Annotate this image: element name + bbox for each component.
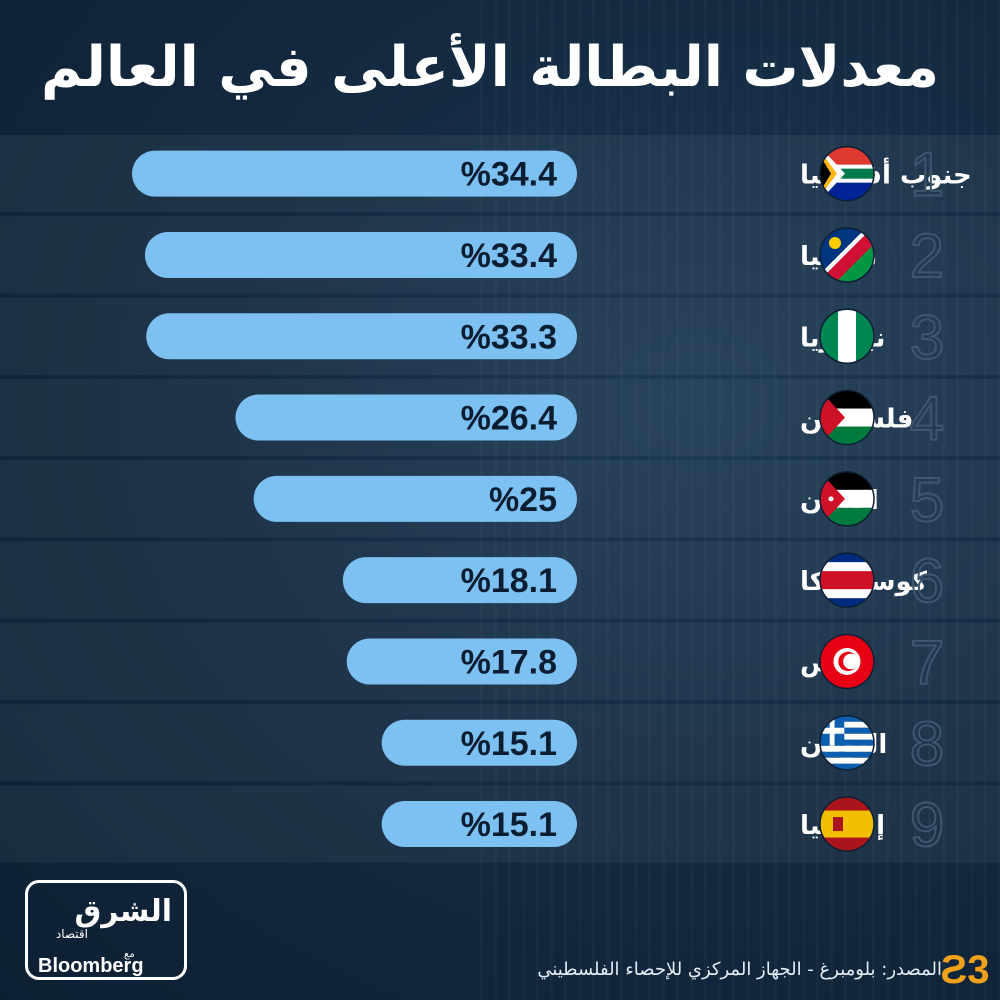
tunisia-flag-icon bbox=[819, 633, 875, 690]
data-label: %26.4 bbox=[461, 400, 557, 438]
bar bbox=[381, 801, 577, 848]
rank-number: 1 bbox=[910, 141, 944, 210]
data-label: %18.1 bbox=[461, 562, 557, 600]
bar bbox=[253, 475, 578, 522]
bar bbox=[235, 394, 577, 441]
chart-title: معدلات البطالة الأعلى في العالم bbox=[40, 35, 940, 100]
rank-number: 5 bbox=[910, 466, 944, 535]
rank-number: 7 bbox=[910, 628, 944, 697]
logo-sub-text: اقتصاد bbox=[55, 927, 88, 941]
nigeria-flag-icon bbox=[819, 308, 875, 364]
data-label: %25 bbox=[489, 481, 557, 519]
costa-rica-flag-icon bbox=[819, 552, 875, 608]
jordan-flag-icon bbox=[819, 471, 875, 527]
bar bbox=[346, 638, 577, 685]
bar bbox=[144, 231, 578, 278]
data-label: %33.3 bbox=[461, 318, 557, 356]
rank-number: 8 bbox=[910, 710, 944, 779]
rank-number: 6 bbox=[910, 547, 944, 616]
data-label: %33.4 bbox=[461, 237, 557, 275]
spain-flag-icon bbox=[819, 796, 875, 852]
palestine-flag-icon bbox=[819, 389, 875, 446]
data-label: %15.1 bbox=[461, 806, 557, 844]
logo-with-text: مع bbox=[124, 949, 135, 960]
rank-number: 9 bbox=[910, 791, 944, 860]
south-africa-flag-icon bbox=[819, 145, 875, 202]
bar bbox=[381, 719, 577, 766]
greece-flag-icon bbox=[819, 715, 875, 771]
source-note: المصدر: بلومبرغ - الجهاز المركزي للإحصاء… bbox=[537, 959, 942, 980]
corner-watermark-icon: Ƨ3 bbox=[940, 948, 990, 992]
rank-number: 2 bbox=[910, 222, 944, 291]
bar bbox=[146, 313, 577, 360]
logo-partner-text: Bloomberg bbox=[38, 955, 144, 977]
data-label: %17.8 bbox=[461, 643, 557, 681]
rank-number: 4 bbox=[910, 385, 944, 454]
namibia-flag-icon bbox=[819, 227, 875, 283]
data-label: %34.4 bbox=[461, 156, 557, 194]
asharq-bloomberg-logo: الشرق اقتصاد مع Bloomberg bbox=[25, 880, 187, 980]
bar bbox=[342, 557, 577, 604]
bar bbox=[132, 150, 577, 197]
rank-number: 3 bbox=[910, 303, 944, 372]
data-label: %15.1 bbox=[461, 725, 557, 763]
logo-main-text: الشرق bbox=[74, 894, 172, 929]
